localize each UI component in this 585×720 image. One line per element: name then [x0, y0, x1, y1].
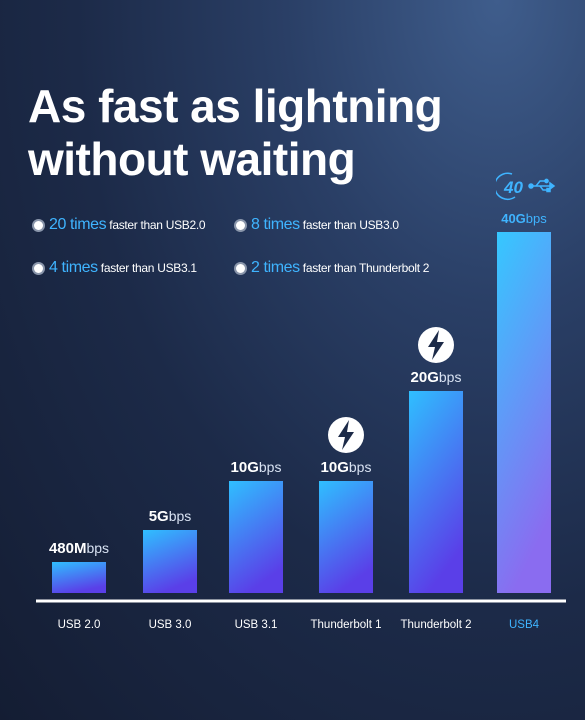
value-label: 480Mbps — [49, 540, 109, 557]
category-label: USB 2.0 — [58, 619, 101, 631]
bar-usb4 — [497, 232, 551, 593]
bullet-icon — [236, 263, 245, 273]
category-label: USB 3.1 — [235, 619, 278, 631]
comparison-multiplier: 8 times — [251, 216, 300, 233]
headline-line-2: without waiting — [28, 133, 356, 185]
bar-thunderbolt-2 — [409, 391, 463, 593]
value-label: 5Gbps — [149, 508, 192, 525]
usb-trident-icon — [528, 178, 556, 193]
headline: As fast as lightning without waiting — [28, 80, 443, 186]
value-label: 10Gbps — [231, 459, 282, 476]
comparison-text: faster than USB3.1 — [100, 261, 197, 275]
bullet-icon — [236, 220, 245, 230]
bar-thunderbolt-1 — [319, 481, 373, 593]
comparison-item: 20 times faster than USB2.0 — [34, 216, 206, 234]
thunderbolt-icon — [418, 327, 454, 363]
usb4-logo: 40 — [496, 172, 556, 201]
comparison-multiplier: 2 times — [251, 259, 300, 276]
bar-usb-3-0 — [143, 530, 197, 593]
comparison-multiplier: 20 times — [49, 216, 107, 233]
value-label: 10Gbps — [321, 459, 372, 476]
comparison-text: faster than USB3.0 — [302, 218, 399, 232]
logo-arc — [496, 172, 516, 201]
bar-usb-3-1 — [229, 481, 283, 593]
category-label: USB4 — [509, 619, 540, 631]
comparison-item: 4 times faster than USB3.1 — [34, 259, 197, 277]
bullet-icon — [34, 220, 43, 230]
comparison-item: 8 times faster than USB3.0 — [236, 216, 399, 234]
category-label: Thunderbolt 2 — [401, 619, 472, 631]
logo-text: 40 — [503, 178, 523, 197]
comparison-item: 2 times faster than Thunderbolt 2 — [236, 259, 429, 277]
headline-line-1: As fast as lightning — [28, 80, 443, 132]
category-label: Thunderbolt 1 — [311, 619, 382, 631]
bar-usb-2-0 — [52, 562, 106, 593]
comparison-text: faster than USB2.0 — [109, 218, 206, 232]
bullet-icon — [34, 263, 43, 273]
comparison-text: faster than Thunderbolt 2 — [302, 261, 430, 275]
thunderbolt-icon — [328, 417, 364, 453]
comparison-multiplier: 4 times — [49, 259, 98, 276]
value-label: 20Gbps — [411, 369, 462, 386]
category-label: USB 3.0 — [149, 619, 192, 631]
value-label: 40Gbps — [501, 211, 547, 226]
